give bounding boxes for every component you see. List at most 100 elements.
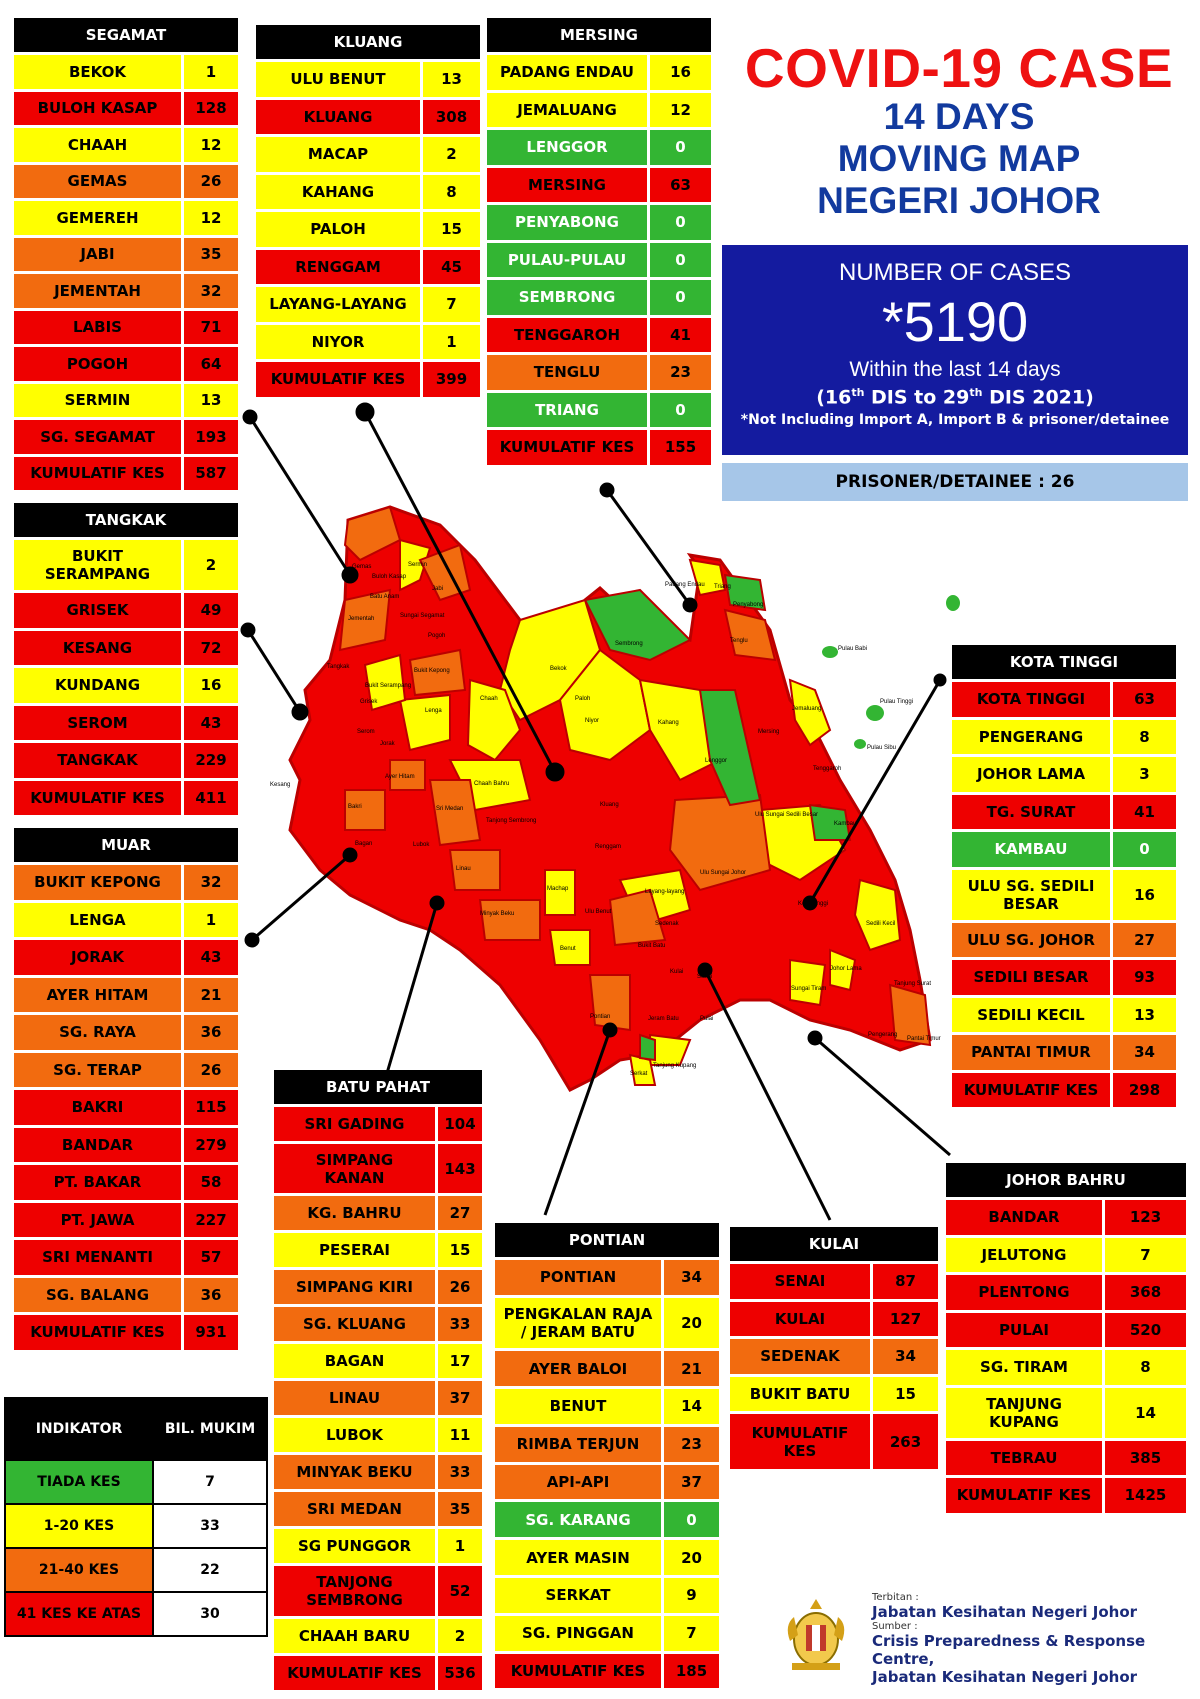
mukim-name: MACAP xyxy=(256,137,423,172)
mukim-name: ULU BENUT xyxy=(256,62,423,97)
table-row: BUKIT SERAMPANG 2 xyxy=(14,540,238,591)
case-count: 35 xyxy=(438,1492,482,1527)
page-title: COVID-19 CASE xyxy=(744,37,1174,99)
mukim-name: KUNDANG xyxy=(14,668,184,703)
mukim-name: SIMPANG KANAN xyxy=(274,1144,438,1194)
map-label: Jementah xyxy=(348,616,374,622)
region-penyabong xyxy=(723,573,767,612)
table-row: TG. SURAT 41 xyxy=(952,794,1176,829)
mukim-name: BUKIT KEPONG xyxy=(14,865,184,900)
total-row: KUMULATIF KES 536 xyxy=(274,1655,482,1690)
table-row: RIMBA TERJUN 23 xyxy=(495,1426,719,1462)
mukim-name: PULAI xyxy=(946,1312,1105,1347)
subtitle-line: NEGERI JOHOR xyxy=(817,180,1101,221)
case-count: 11 xyxy=(438,1418,482,1453)
table-row: GRISEK 49 xyxy=(14,593,238,628)
mukim-name: SRI MENANTI xyxy=(14,1240,184,1275)
district-title: KULAI xyxy=(730,1227,938,1261)
table-row: SG. TERAP 26 xyxy=(14,1052,238,1087)
table-row: ULU SG. SEDILI BESAR 16 xyxy=(952,869,1176,920)
district-title: KOTA TINGGI xyxy=(952,645,1176,679)
mukim-name: SERKAT xyxy=(495,1578,664,1613)
region-kahang xyxy=(638,678,722,782)
mukim-name: AYER BALOI xyxy=(495,1351,664,1387)
island-pulau-babi xyxy=(822,646,838,658)
map-label: Sungai Tiram xyxy=(791,986,826,992)
mukim-name: RIMBA TERJUN xyxy=(495,1426,664,1462)
mukim-name: TRIANG xyxy=(487,392,650,427)
mukim-name: TENGLU xyxy=(487,355,650,390)
mukim-name: SEDENAK xyxy=(730,1339,873,1374)
sumber-label: Sumber : xyxy=(872,1621,918,1632)
island-north xyxy=(946,595,960,611)
case-count: 128 xyxy=(184,91,238,125)
mukim-name: LUBOK xyxy=(274,1418,438,1453)
leader-kota-tinggi xyxy=(808,679,942,904)
map-labels: Gemas Buloh Kasap Sermin Jabi Batu Anam … xyxy=(270,562,941,1077)
mukim-name: LAYANG-LAYANG xyxy=(256,287,423,322)
case-count: 26 xyxy=(438,1270,482,1305)
case-count: 12 xyxy=(650,92,711,127)
mukim-name: GRISEK xyxy=(14,593,184,628)
table-row: JEMENTAH 32 xyxy=(14,274,238,308)
map-label: Bekok xyxy=(550,666,568,672)
mukim-name: SG. KLUANG xyxy=(274,1307,438,1342)
table-row: TANJUNG KUPANG 14 xyxy=(946,1387,1186,1438)
table-row: MINYAK BEKU 33 xyxy=(274,1455,482,1490)
table-row: KOTA TINGGI 63 xyxy=(952,682,1176,717)
mukim-name: TANJUNG KUPANG xyxy=(946,1387,1105,1438)
table-row: TEBRAU 385 xyxy=(946,1440,1186,1476)
map-label: Minyak Beku xyxy=(480,911,514,917)
map-label: Jorak xyxy=(380,741,396,747)
leader-muar xyxy=(251,853,351,942)
case-count: 36 xyxy=(184,1015,238,1050)
mukim-name: GEMAS xyxy=(14,164,184,198)
region-johor-lama xyxy=(829,948,857,992)
table-row: BULOH KASAP 128 xyxy=(14,91,238,125)
case-count: 26 xyxy=(184,1052,238,1087)
district-table-muar: MUAR BUKIT KEPONG 32 LENGA 1 JORAK 43 AYER HITA… xyxy=(14,825,238,1353)
legend-count: 30 xyxy=(152,1591,268,1637)
map-label: Renggam xyxy=(595,844,621,850)
table-row: SG. SEGAMAT 193 xyxy=(14,420,238,454)
case-count: 520 xyxy=(1105,1312,1186,1347)
map-label: Triang xyxy=(714,584,731,590)
table-row: BAGAN 17 xyxy=(274,1344,482,1379)
case-count: 0 xyxy=(650,205,711,240)
map-label: Pogoh xyxy=(428,633,445,639)
table-row: BAKRI 115 xyxy=(14,1090,238,1125)
district-title: TANGKAK xyxy=(14,503,238,537)
case-count: 16 xyxy=(184,668,238,703)
table-row: PLENTONG 368 xyxy=(946,1275,1186,1310)
mukim-name: SG. RAYA xyxy=(14,1015,184,1050)
mukim-name: PULAU-PULAU xyxy=(487,242,650,277)
table-row: NIYOR 1 xyxy=(256,324,480,359)
map-label: Bagan xyxy=(355,841,372,847)
case-count: 20 xyxy=(664,1297,719,1349)
mukim-name: SEDILI BESAR xyxy=(952,960,1113,995)
map-label: Niyor xyxy=(585,718,599,724)
case-count: 33 xyxy=(438,1307,482,1342)
summary-within: Within the last 14 days xyxy=(849,358,1061,381)
map-label: Sedili Kecil xyxy=(866,921,895,927)
total-row: KUMULATIF KES 931 xyxy=(14,1315,238,1350)
total-row: KUMULATIF KES 185 xyxy=(495,1653,719,1689)
case-count: 8 xyxy=(1113,719,1176,754)
mukim-name: BANDAR xyxy=(14,1127,184,1162)
case-count: 8 xyxy=(423,174,480,209)
mukim-name: MINYAK BEKU xyxy=(274,1455,438,1490)
table-row: BUKIT BATU 15 xyxy=(730,1376,938,1411)
region-sg-karang xyxy=(639,1033,656,1062)
district-title: BATU PAHAT xyxy=(274,1070,482,1104)
total-row: KUMULATIF KES 263 xyxy=(730,1414,938,1470)
table-row: TENGLU 23 xyxy=(487,355,711,390)
case-count: 45 xyxy=(423,249,480,284)
case-count: 2 xyxy=(423,137,480,172)
case-count: 13 xyxy=(1113,997,1176,1033)
case-count: 15 xyxy=(438,1233,482,1268)
table-row: GEMAS 26 xyxy=(14,164,238,198)
table-row: KG. BAHRU 27 xyxy=(274,1196,482,1231)
region-gemas xyxy=(343,505,402,562)
region-lenga xyxy=(398,693,451,752)
